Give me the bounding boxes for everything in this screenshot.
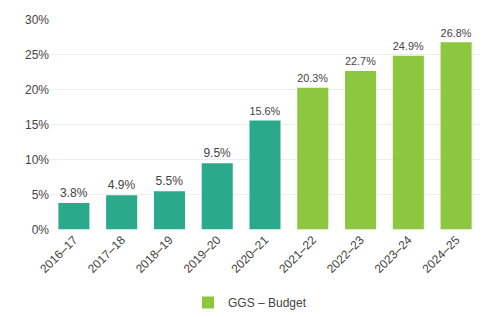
- svg-text:24.9%: 24.9%: [393, 40, 424, 52]
- svg-text:9.5%: 9.5%: [203, 146, 231, 160]
- svg-text:25%: 25%: [25, 48, 49, 62]
- svg-text:20%: 20%: [25, 83, 49, 97]
- svg-text:2018–19: 2018–19: [133, 233, 176, 276]
- svg-text:20.3%: 20.3%: [297, 72, 328, 84]
- svg-text:22.7%: 22.7%: [345, 55, 376, 67]
- svg-text:0%: 0%: [32, 223, 50, 237]
- svg-text:15%: 15%: [25, 118, 49, 132]
- svg-text:2024–25: 2024–25: [420, 233, 463, 276]
- svg-text:3.8%: 3.8%: [60, 186, 88, 200]
- svg-text:2021–22: 2021–22: [276, 233, 319, 276]
- svg-text:4.9%: 4.9%: [108, 178, 136, 192]
- svg-text:2020–21: 2020–21: [228, 233, 271, 276]
- svg-text:2023–24: 2023–24: [372, 233, 415, 276]
- svg-text:15.6%: 15.6%: [250, 105, 281, 117]
- svg-text:2019–20: 2019–20: [181, 233, 224, 276]
- svg-text:5.5%: 5.5%: [156, 174, 184, 188]
- svg-text:GGS – Budget: GGS – Budget: [228, 296, 307, 310]
- svg-text:26.8%: 26.8%: [441, 27, 472, 39]
- svg-text:5%: 5%: [32, 188, 50, 202]
- svg-text:2016–17: 2016–17: [37, 233, 80, 276]
- svg-text:2017–18: 2017–18: [85, 233, 128, 276]
- svg-text:30%: 30%: [25, 13, 49, 27]
- svg-text:10%: 10%: [25, 153, 49, 167]
- svg-text:2022–23: 2022–23: [324, 233, 367, 276]
